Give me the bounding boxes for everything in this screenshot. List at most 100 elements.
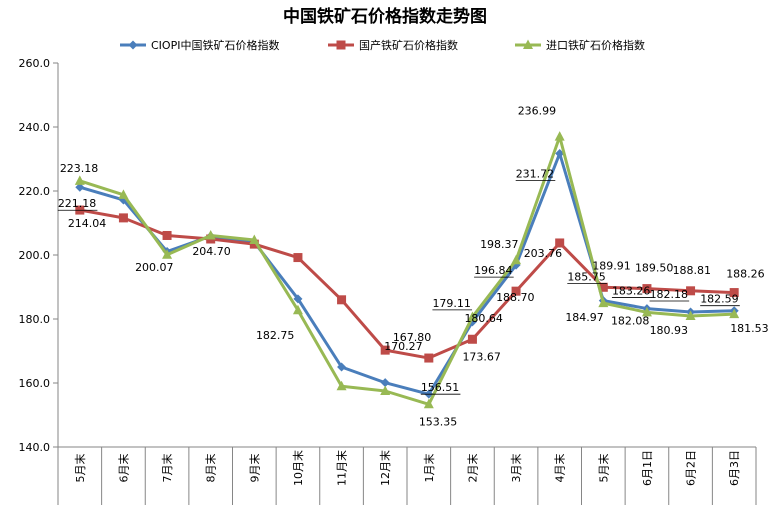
data-label: 188.70 bbox=[496, 291, 535, 304]
x-tick-label: 5月末 bbox=[596, 454, 610, 483]
x-tick-label: 10月末 bbox=[291, 450, 305, 486]
x-tick-label: 6月末 bbox=[116, 454, 130, 483]
data-label: 203.76 bbox=[524, 247, 563, 260]
data-label: 182.18 bbox=[650, 288, 689, 301]
series-2 bbox=[74, 131, 740, 409]
x-tick-label: 2月末 bbox=[465, 454, 479, 483]
series-line bbox=[79, 208, 735, 360]
data-label: 231.72 bbox=[516, 167, 555, 180]
data-label: 156.51 bbox=[421, 381, 460, 394]
data-label: 181.53 bbox=[730, 322, 769, 335]
data-point-triangle bbox=[74, 175, 85, 185]
x-tick-label: 6月1日 bbox=[641, 450, 654, 486]
data-point-square bbox=[686, 286, 696, 296]
axes: 140.0 160.0 180.0 200.0 220.0 240.0 260.0 5月末 6月… bbox=[19, 57, 757, 505]
legend-label: 进口铁矿石价格指数 bbox=[546, 38, 645, 52]
data-point-triangle bbox=[292, 304, 303, 315]
data-label: 198.37 bbox=[480, 238, 519, 251]
x-tick-label: 6月3日 bbox=[728, 450, 741, 486]
data-label: 170.27 bbox=[384, 340, 423, 353]
data-label: 180.93 bbox=[650, 324, 689, 337]
data-point-diamond bbox=[555, 148, 565, 158]
data-label: 182.59 bbox=[700, 293, 739, 306]
data-point-triangle bbox=[162, 249, 173, 259]
y-tick-label: 200.0 bbox=[19, 249, 51, 262]
data-label: 182.75 bbox=[256, 329, 295, 342]
x-tick-label: 5月末 bbox=[73, 454, 87, 483]
data-label: 180.64 bbox=[464, 312, 503, 325]
data-point-square bbox=[162, 230, 172, 240]
data-point-square bbox=[337, 295, 347, 305]
data-point-triangle bbox=[118, 189, 129, 199]
x-tick-label: 3月末 bbox=[509, 454, 523, 483]
data-point-square bbox=[555, 238, 565, 248]
data-label: 179.11 bbox=[432, 297, 471, 310]
x-tick-label: 4月末 bbox=[553, 454, 567, 483]
data-label: 184.97 bbox=[565, 311, 604, 324]
data-point-square bbox=[467, 334, 477, 344]
x-tick-label: 8月末 bbox=[204, 454, 218, 483]
y-tick-label: 220.0 bbox=[19, 185, 51, 198]
legend-item: CIOPI中国铁矿石价格指数 bbox=[120, 38, 279, 52]
data-label: 236.99 bbox=[518, 105, 557, 118]
data-point-triangle bbox=[523, 39, 533, 49]
x-tick-label: 7月末 bbox=[160, 454, 174, 483]
x-tick-label: 6月2日 bbox=[685, 450, 698, 486]
y-tick-label: 160.0 bbox=[19, 377, 51, 390]
series-line bbox=[79, 135, 735, 406]
data-point-square bbox=[424, 353, 434, 363]
y-tick-label: 140.0 bbox=[19, 441, 51, 454]
data-point-triangle bbox=[554, 131, 565, 141]
data-label: 200.07 bbox=[135, 261, 174, 274]
data-label: 189.91 bbox=[592, 259, 631, 272]
data-point-triangle bbox=[380, 385, 391, 395]
data-labels: 223.18 221.18 214.04 200.07 204.70 182.75 170.… bbox=[57, 105, 769, 428]
data-label: 188.26 bbox=[726, 268, 765, 281]
data-point-square bbox=[249, 239, 259, 249]
data-label: 167.80 bbox=[393, 331, 432, 344]
data-point-triangle bbox=[685, 310, 696, 321]
data-point-triangle bbox=[641, 306, 652, 317]
data-point-triangle bbox=[205, 229, 216, 240]
data-point-diamond bbox=[75, 182, 85, 192]
data-point-triangle bbox=[249, 234, 260, 244]
data-point-triangle bbox=[729, 308, 740, 319]
x-tick-label: 12月末 bbox=[378, 450, 392, 486]
data-point-triangle bbox=[467, 311, 478, 321]
chart-title: 中国铁矿石价格指数走势图 bbox=[283, 6, 487, 27]
data-point-square bbox=[293, 253, 303, 263]
y-tick-label: 240.0 bbox=[19, 121, 51, 134]
x-tick-label: 1月末 bbox=[422, 454, 436, 483]
data-label: 188.81 bbox=[673, 264, 712, 277]
data-label: 182.08 bbox=[611, 314, 650, 327]
data-label: 173.67 bbox=[462, 350, 501, 363]
data-point-square bbox=[729, 288, 739, 298]
data-label: 223.18 bbox=[60, 162, 99, 175]
data-point-triangle bbox=[423, 398, 434, 409]
data-point-square bbox=[380, 345, 390, 355]
data-point-triangle bbox=[511, 254, 522, 265]
data-point-square bbox=[118, 213, 128, 223]
data-point-square bbox=[598, 282, 608, 292]
data-point-triangle bbox=[598, 297, 609, 308]
legend-item: 进口铁矿石价格指数 bbox=[515, 38, 645, 52]
data-label: 185.75 bbox=[567, 271, 606, 284]
data-label: 221.18 bbox=[58, 197, 97, 210]
data-point-square bbox=[336, 40, 346, 50]
data-point-diamond bbox=[380, 378, 390, 388]
legend-item: 国产铁矿石价格指数 bbox=[328, 38, 458, 52]
legend-label: CIOPI中国铁矿石价格指数 bbox=[151, 38, 279, 52]
x-tick-label: 9月末 bbox=[247, 454, 261, 483]
data-point-diamond bbox=[337, 362, 347, 372]
data-point-square bbox=[642, 284, 652, 294]
data-label: 204.70 bbox=[192, 245, 231, 258]
data-label: 196.84 bbox=[474, 264, 513, 277]
data-point-diamond bbox=[128, 40, 138, 50]
y-tick-label: 260.0 bbox=[19, 57, 51, 70]
data-label: 183.26 bbox=[612, 285, 651, 298]
data-label: 214.04 bbox=[68, 217, 107, 230]
data-label: 189.50 bbox=[635, 262, 674, 275]
x-tick-label: 11月末 bbox=[335, 450, 349, 486]
